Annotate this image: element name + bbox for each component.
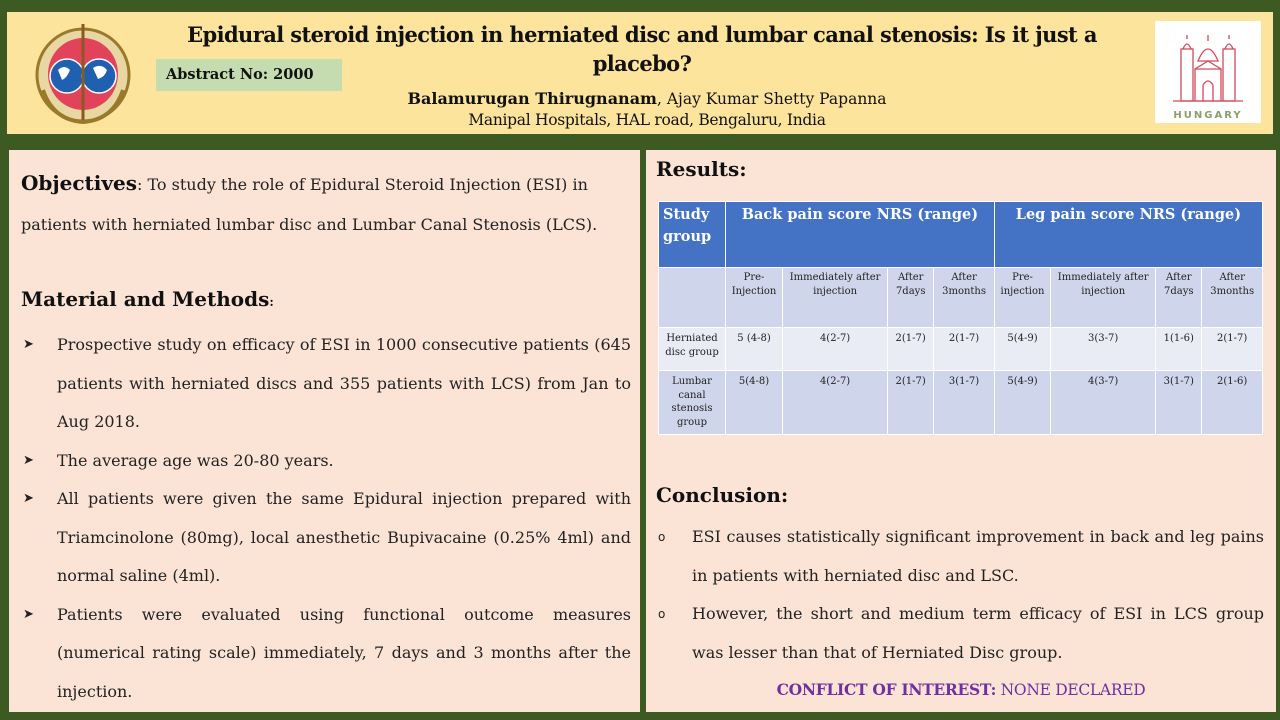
table-cell: 5(4-9) [993, 327, 1052, 371]
table-cell: 5(4-8) [724, 370, 784, 435]
table-row: Lumbar canal stenosis group 5(4-8) 4(2-7… [658, 370, 1263, 435]
author-main: Balamurugan Thirugnanam [407, 89, 657, 108]
table-cell: 2(1-7) [1201, 327, 1263, 371]
circle-bullet-icon: o [658, 530, 666, 544]
table-cell: 3(1-7) [1155, 370, 1203, 435]
methods-item-text: Prospective study on efficacy of ESI in … [57, 335, 631, 431]
subheader-empty [658, 267, 726, 328]
subheader-cell: After 3months [933, 267, 995, 328]
header-leg-pain: Leg pain score NRS (range) [993, 201, 1264, 268]
table-cell: 4(3-7) [1050, 370, 1157, 435]
table-cell: 4(2-7) [782, 370, 889, 435]
methods-item: ➤ Prospective study on efficacy of ESI in… [21, 326, 631, 442]
header-back-pain: Back pain score NRS (range) [725, 201, 995, 268]
conclusion-item: o ESI causes statistically significant im… [656, 518, 1264, 595]
methods-list: ➤ Prospective study on efficacy of ESI in… [21, 326, 631, 711]
results-table: Study group Back pain score NRS (range) … [658, 201, 1264, 435]
results-title: Results: [656, 157, 747, 181]
methods-title-colon: : [269, 295, 274, 309]
subheader-cell: After 7days [1155, 267, 1203, 328]
left-panel: Objectives: To study the role of Epidura… [9, 150, 640, 712]
hungary-logo-text: HUNGARY [1173, 110, 1243, 121]
circle-bullet-icon: o [658, 607, 666, 621]
table-cell: 2(1-7) [887, 327, 935, 371]
authors: Balamurugan Thirugnanam, Ajay Kumar Shet… [307, 88, 987, 110]
table-cell: 4(2-7) [782, 327, 889, 371]
methods-item: ➤ All patients were given the same Epidur… [21, 480, 631, 596]
objectives-label: Objectives [21, 171, 137, 195]
arrowhead-icon: ➤ [23, 452, 34, 468]
coi-label: CONFLICT OF INTEREST: [776, 680, 997, 699]
subheader-cell: Pre-Injection [724, 267, 784, 328]
methods-item-text: All patients were given the same Epidura… [57, 489, 631, 585]
table-cell: 5(4-9) [993, 370, 1052, 435]
arrowhead-icon: ➤ [23, 606, 34, 622]
coi-value: NONE DECLARED [996, 681, 1146, 699]
author-other: Ajay Kumar Shetty Papanna [666, 90, 887, 108]
table-cell: 2(1-7) [887, 370, 935, 435]
abstract-number-badge: Abstract No: 2000 [156, 59, 342, 91]
table-header-row: Study group Back pain score NRS (range) … [658, 201, 1264, 268]
methods-title: Material and Methods: [21, 287, 274, 311]
society-logo [35, 24, 131, 125]
methods-item-text: Patients were evaluated using functional… [57, 604, 631, 701]
conclusion-item-text: However, the short and medium term effic… [692, 604, 1264, 662]
table-cell: 1(1-6) [1155, 327, 1203, 371]
hungary-logo: HUNGARY [1155, 21, 1261, 123]
right-panel: Results: Study group Back pain score NRS… [646, 150, 1276, 712]
methods-item: ➤ Patients were evaluated using functiona… [21, 596, 631, 712]
conclusion-list: o ESI causes statistically significant im… [656, 518, 1264, 672]
row-group: Lumbar canal stenosis group [658, 370, 726, 435]
table-cell: 3(3-7) [1050, 327, 1157, 371]
objectives-text: : To study the role of Epidural Steroid … [21, 175, 598, 234]
conflict-of-interest: CONFLICT OF INTEREST: NONE DECLARED [646, 680, 1276, 699]
table-cell: 2(1-6) [1201, 370, 1263, 435]
objectives-section: Objectives: To study the role of Epidura… [21, 163, 631, 245]
poster-title: Epidural steroid injection in herniated … [187, 22, 1097, 76]
methods-item: ➤ The average age was 20-80 years. [21, 442, 631, 481]
arrowhead-icon: ➤ [23, 337, 34, 352]
conclusion-item-text: ESI causes statistically significant imp… [692, 527, 1264, 585]
author-separator: , [656, 90, 667, 108]
methods-title-text: Material and Methods [21, 287, 270, 311]
table-cell: 3(1-7) [933, 370, 995, 435]
subheader-cell: Immediately after injection [1050, 267, 1157, 328]
basilica-icon [1173, 35, 1243, 102]
methods-item-text: The average age was 20-80 years. [57, 450, 334, 470]
subheader-cell: Pre-injection [993, 267, 1052, 328]
subheader-cell: After 3months [1201, 267, 1263, 328]
header-study-group: Study group [658, 201, 726, 268]
table-cell: 5 (4-8) [724, 327, 784, 371]
subheader-cell: Immediately after injection [782, 267, 889, 328]
affiliation: Manipal Hospitals, HAL road, Bengaluru, … [468, 111, 826, 129]
conclusion-title: Conclusion: [656, 483, 789, 507]
arrowhead-icon: ➤ [23, 491, 34, 506]
poster-header: Abstract No: 2000 Epidural steroid injec… [7, 12, 1273, 134]
row-group: Herniated disc group [658, 327, 726, 371]
table-subheader-row: Pre-Injection Immediately after injectio… [658, 267, 1263, 328]
table-row: Herniated disc group 5 (4-8) 4(2-7) 2(1-… [658, 327, 1263, 371]
conclusion-item: o However, the short and medium term effi… [656, 595, 1264, 672]
subheader-cell: After 7days [887, 267, 935, 328]
table-cell: 2(1-7) [933, 327, 995, 371]
